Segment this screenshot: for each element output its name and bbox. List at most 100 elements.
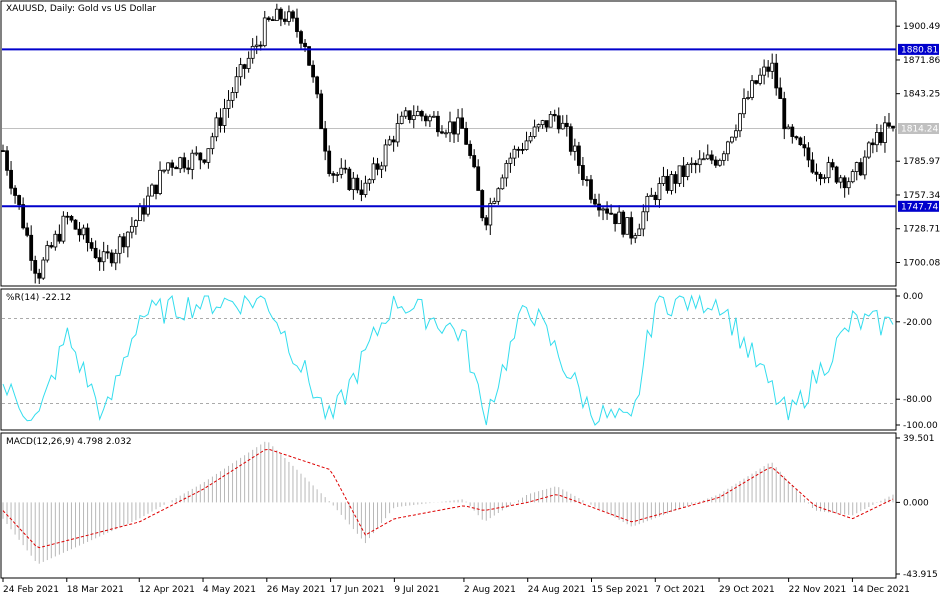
candle-body xyxy=(206,148,211,163)
candle xyxy=(1,144,5,153)
candle-body xyxy=(73,219,78,230)
candle-body xyxy=(105,251,110,254)
candle xyxy=(206,148,211,169)
candle-body xyxy=(162,169,166,172)
candle xyxy=(29,225,34,271)
candle-body xyxy=(750,80,754,98)
candle xyxy=(862,150,867,180)
candle xyxy=(858,158,863,177)
candle-body xyxy=(37,272,42,279)
candle-body xyxy=(480,190,485,219)
candle-body xyxy=(572,145,577,152)
candle xyxy=(874,123,879,153)
candle-body xyxy=(774,62,779,89)
candle-body xyxy=(69,215,74,221)
wpr-axis: 0.00 -20.00 -80.00 -100.00 xyxy=(896,292,938,431)
candle xyxy=(339,158,344,179)
candle-body xyxy=(274,8,279,21)
candle xyxy=(270,16,275,21)
candle-body xyxy=(444,132,448,135)
candle-body xyxy=(742,98,746,115)
candle xyxy=(250,38,255,64)
candle xyxy=(331,171,336,184)
candle-body xyxy=(826,162,831,179)
candle-body xyxy=(194,152,199,155)
candle-body xyxy=(701,158,706,161)
candle xyxy=(548,110,553,128)
candle-body xyxy=(725,141,730,155)
candle xyxy=(214,112,219,142)
candle-body xyxy=(218,117,223,126)
candle-body xyxy=(681,165,686,177)
resistance-label: 1880.81 xyxy=(901,45,938,55)
candle xyxy=(440,125,444,135)
candle xyxy=(242,63,247,79)
candle-body xyxy=(125,231,130,248)
candle-body xyxy=(476,166,481,191)
candle-body xyxy=(564,122,569,128)
wpr-tick-label: -80.00 xyxy=(903,395,932,405)
current-price-box xyxy=(898,123,939,134)
candle xyxy=(375,157,380,176)
candle xyxy=(516,146,521,158)
candle xyxy=(49,242,54,249)
candle-body xyxy=(133,220,138,227)
x-tick-label: 12 Apr 2021 xyxy=(139,585,195,595)
candle xyxy=(758,68,763,86)
candle xyxy=(456,108,460,142)
candle xyxy=(73,219,78,230)
price-tick-label: 1728.71 xyxy=(903,225,940,235)
candle xyxy=(697,150,702,173)
candle-body xyxy=(355,177,360,191)
candle-body xyxy=(814,171,819,175)
candle-body xyxy=(323,128,328,152)
candle-body xyxy=(778,87,783,99)
candle xyxy=(838,174,843,189)
candle xyxy=(633,232,638,244)
candle xyxy=(383,139,388,172)
candle xyxy=(887,112,891,129)
candle xyxy=(879,124,883,146)
candle-body xyxy=(613,213,618,225)
candle xyxy=(689,157,694,174)
candle xyxy=(641,204,646,237)
x-tick-label: 14 Dec 2021 xyxy=(852,585,910,595)
candle-body xyxy=(327,150,332,174)
candle xyxy=(794,135,799,141)
candle-body xyxy=(645,196,650,213)
candle-body xyxy=(891,125,895,129)
candle-body xyxy=(492,200,497,204)
candle-body xyxy=(395,123,400,143)
candle-body xyxy=(822,177,827,180)
candle-body xyxy=(734,130,738,138)
candle-body xyxy=(472,155,477,168)
candle xyxy=(274,3,279,21)
candle-body xyxy=(266,17,271,20)
candle-body xyxy=(202,159,207,163)
candle xyxy=(5,146,9,176)
candle-body xyxy=(226,99,231,109)
candle-body xyxy=(806,147,811,161)
candle xyxy=(427,114,432,128)
candle-body xyxy=(113,252,118,264)
candle xyxy=(415,105,420,117)
candle-body xyxy=(287,11,291,22)
candle-body xyxy=(830,162,835,168)
candle xyxy=(351,171,356,200)
wpr-tick-label: -100.00 xyxy=(903,421,938,431)
candle-body xyxy=(391,139,396,143)
price-tick-label: 1843.25 xyxy=(903,90,940,100)
candle-body xyxy=(448,121,452,134)
candle xyxy=(395,113,400,147)
x-tick-label: 26 May 2021 xyxy=(267,585,326,595)
candle xyxy=(786,124,791,130)
candle-body xyxy=(222,108,227,126)
candle-body xyxy=(303,42,307,47)
candle xyxy=(174,165,179,170)
candle xyxy=(746,90,750,101)
candle xyxy=(283,11,287,25)
candle xyxy=(210,132,215,155)
candle xyxy=(101,241,106,271)
candle xyxy=(629,211,634,245)
